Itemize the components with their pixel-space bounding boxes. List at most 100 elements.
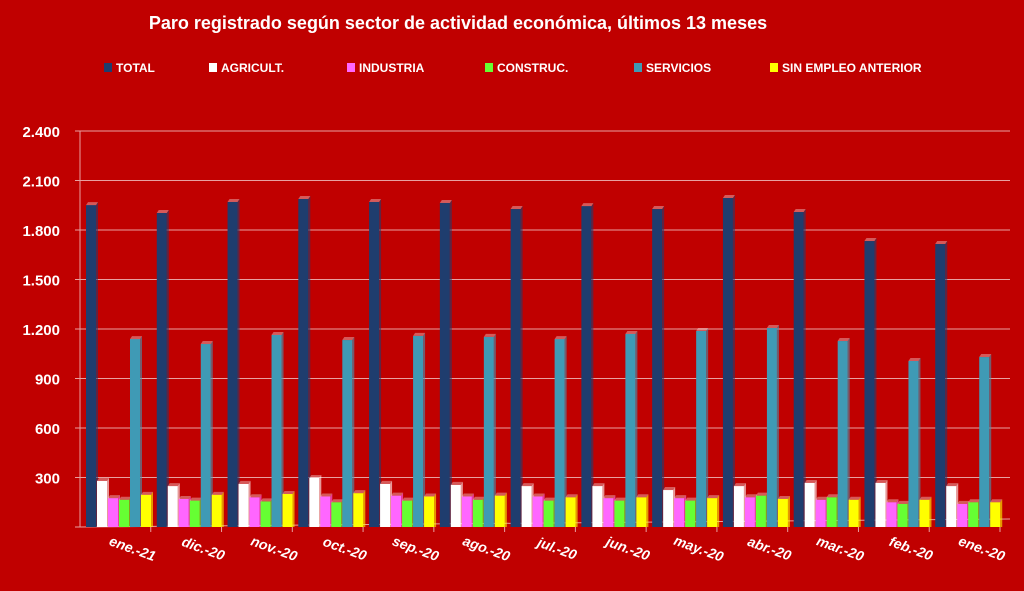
y-tick-label: 2.400 xyxy=(22,124,60,141)
legend-label: TOTAL xyxy=(116,61,155,75)
bar-top xyxy=(227,198,240,202)
bar-top xyxy=(826,494,839,498)
bar-side xyxy=(221,491,224,527)
y-tick-label: 900 xyxy=(35,372,60,389)
y-tick-label: 1.200 xyxy=(22,322,60,339)
bar-servicios-9 xyxy=(766,328,777,527)
bar-top xyxy=(331,499,344,503)
bar-industria-1 xyxy=(178,498,189,527)
bar-top xyxy=(603,495,616,499)
bar-agricult--12 xyxy=(946,486,957,527)
bar-top xyxy=(249,494,262,498)
bar-servicios-3 xyxy=(342,340,353,527)
bar-top xyxy=(97,477,109,481)
x-tick-label: jun.-20 xyxy=(602,532,652,563)
bar-top xyxy=(804,479,817,483)
bar-side xyxy=(504,492,507,527)
bar-agricult--2 xyxy=(238,483,249,527)
bar-servicios-6 xyxy=(554,339,565,527)
bar-side xyxy=(989,354,992,527)
bar-top xyxy=(353,490,366,494)
bar-industria-7 xyxy=(603,498,614,527)
bar-side xyxy=(1000,499,1003,527)
bar-top xyxy=(919,496,932,500)
bar-sin-empleo-anterior-5 xyxy=(494,495,505,527)
bar-side xyxy=(646,494,649,527)
bar-sin-empleo-anterior-11 xyxy=(919,499,930,527)
bar-servicios-0 xyxy=(130,339,140,527)
bar-side xyxy=(874,238,877,527)
bar-side xyxy=(787,495,790,527)
chart-title: Paro registrado según sector de activida… xyxy=(149,13,767,33)
bar-top xyxy=(581,203,594,207)
bar-side xyxy=(918,358,921,527)
bar-total-10 xyxy=(793,212,804,527)
bar-servicios-4 xyxy=(413,335,424,527)
bar-side xyxy=(210,341,213,527)
bar-side xyxy=(449,199,452,527)
bar-top xyxy=(946,483,959,487)
bar-construc--12 xyxy=(968,502,979,527)
bar-top xyxy=(483,333,496,337)
bar-side xyxy=(140,336,142,527)
legend-label: SIN EMPLEO ANTERIOR xyxy=(782,61,922,75)
bar-top xyxy=(652,206,665,210)
bar-construc--3 xyxy=(331,502,342,527)
bar-top xyxy=(494,492,507,496)
bar-servicios-8 xyxy=(696,330,707,527)
bar-top xyxy=(342,337,355,341)
bar-side xyxy=(662,206,665,528)
bar-top xyxy=(369,198,382,202)
bar-construc--10 xyxy=(826,497,837,527)
bar-top xyxy=(521,483,534,487)
bar-top xyxy=(532,493,545,497)
x-tick-label: jul.-20 xyxy=(534,533,580,563)
legend-swatch-0 xyxy=(104,63,112,72)
bar-sin-empleo-anterior-4 xyxy=(424,496,435,527)
y-tick-label: 1.800 xyxy=(22,223,60,240)
bar-construc--5 xyxy=(472,499,483,527)
bar-side xyxy=(520,206,523,528)
bar-top xyxy=(755,492,768,496)
bar-total-4 xyxy=(369,201,380,527)
bar-top xyxy=(309,474,322,478)
bar-construc--4 xyxy=(402,500,413,527)
bar-agricult--3 xyxy=(309,477,320,527)
bar-top xyxy=(733,483,746,487)
bar-side xyxy=(363,490,366,527)
bar-top xyxy=(141,491,153,495)
bar-side xyxy=(575,494,578,527)
bar-top xyxy=(119,496,131,500)
bar-top xyxy=(565,494,578,498)
bar-construc--2 xyxy=(260,501,271,527)
bar-top xyxy=(298,195,311,199)
bar-top xyxy=(86,202,98,206)
x-axis: ene.-21 dic.-20 nov.-20 oct.-20 sep.-20 ago.-… xyxy=(107,527,1008,565)
bar-industria-4 xyxy=(391,495,402,527)
bar-top xyxy=(908,358,921,362)
bar-industria-12 xyxy=(957,503,968,527)
bar-top xyxy=(320,493,333,497)
bar-top xyxy=(200,341,213,345)
bar-sin-empleo-anterior-7 xyxy=(636,497,647,527)
bar-top xyxy=(636,494,649,498)
bar-top xyxy=(461,493,474,497)
bar-top xyxy=(897,500,910,504)
bar-top xyxy=(875,479,888,483)
bar-total-6 xyxy=(510,209,521,528)
bar-top xyxy=(696,327,709,331)
bar-construc--8 xyxy=(685,500,696,527)
bar-top xyxy=(777,495,790,499)
bar-top xyxy=(178,495,191,499)
bar-servicios-10 xyxy=(837,341,848,527)
bar-top xyxy=(848,496,861,500)
y-tick-label: 2.100 xyxy=(22,174,60,191)
bar-top xyxy=(990,499,1003,503)
bar-side xyxy=(166,210,169,527)
bar-top xyxy=(685,497,698,501)
bar-side xyxy=(847,338,850,527)
bar-top xyxy=(968,499,981,503)
bar-side xyxy=(292,491,295,527)
y-tick-label: 600 xyxy=(35,421,60,438)
